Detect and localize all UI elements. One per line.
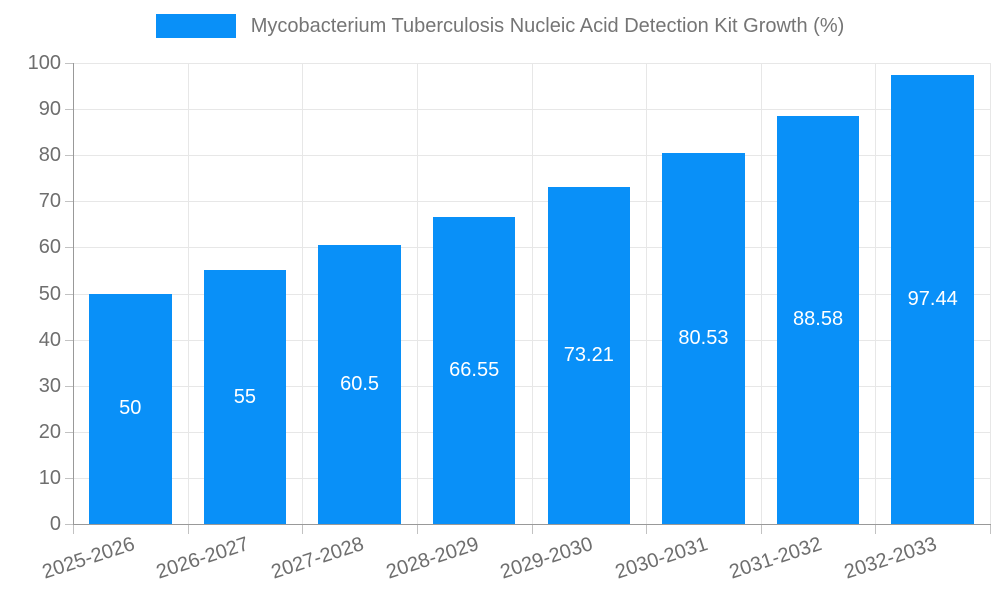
bar: 88.58 (776, 115, 860, 524)
y-axis-tick (65, 385, 73, 387)
bar-value-label: 80.53 (678, 326, 729, 349)
vertical-gridline (875, 63, 877, 524)
vertical-gridline (302, 63, 304, 524)
x-tick-label: 2032-2033 (841, 533, 940, 584)
plot-area: 50 55 60.5 66.55 73.21 80.53 88.58 97.44 (73, 63, 991, 524)
bar: 55 (203, 270, 287, 524)
vertical-gridline (760, 63, 762, 524)
x-axis-tick (760, 525, 762, 534)
bar: 66.55 (432, 217, 516, 524)
y-tick-label: 40 (38, 328, 61, 351)
y-axis-line (73, 63, 74, 533)
vertical-gridline (990, 63, 991, 524)
y-axis-tick (65, 63, 73, 64)
bar-value-label: 55 (233, 385, 257, 408)
y-axis-tick (65, 293, 73, 295)
bar: 50 (89, 293, 172, 524)
x-axis-tick (531, 525, 533, 534)
x-axis-tick (416, 525, 418, 534)
x-tick-label: 2027-2028 (268, 533, 367, 584)
x-axis-tick (646, 525, 648, 534)
y-axis-tick (65, 524, 73, 525)
y-tick-label: 20 (38, 420, 61, 443)
legend-swatch-icon (155, 14, 236, 38)
bar: 80.53 (662, 152, 745, 524)
x-axis-tick (302, 525, 304, 534)
vertical-gridline (531, 63, 533, 524)
x-tick-label: 2029-2030 (497, 533, 596, 584)
y-tick-label: 10 (38, 466, 61, 489)
y-tick-label: 60 (38, 236, 61, 259)
y-axis-tick (65, 477, 73, 479)
y-tick-label: 50 (38, 282, 61, 305)
x-axis-tick (990, 525, 991, 534)
bar-value-label: 97.44 (907, 287, 958, 310)
legend-label: Mycobacterium Tuberculosis Nucleic Acid … (250, 14, 845, 37)
bar-value-label: 60.5 (340, 373, 380, 396)
vertical-gridline (646, 63, 648, 524)
y-tick-label: 70 (38, 190, 61, 213)
x-tick-label: 2030-2031 (612, 533, 711, 584)
bar: 73.21 (547, 186, 631, 524)
x-axis-line (73, 524, 991, 525)
x-tick-label: 2031-2032 (727, 533, 825, 584)
legend[interactable]: Mycobacterium Tuberculosis Nucleic Acid … (0, 14, 1000, 38)
bar-value-label: 88.58 (793, 308, 844, 331)
y-tick-label: 100 (27, 52, 61, 74)
y-tick-label: 90 (38, 98, 61, 121)
bar-value-label: 66.55 (449, 359, 500, 382)
x-tick-label: 2028-2029 (383, 533, 481, 584)
bar-value-label: 73.21 (563, 343, 614, 366)
x-tick-label: 2026-2027 (153, 533, 252, 584)
x-axis-tick (875, 525, 877, 534)
y-axis-tick (65, 339, 73, 341)
x-axis-tick (187, 525, 189, 534)
x-tick-label: 2025-2026 (39, 533, 138, 584)
bar: 60.5 (318, 245, 401, 524)
y-axis-tick (65, 247, 73, 249)
y-tick-label: 30 (38, 374, 61, 397)
y-axis-tick (65, 109, 73, 111)
bar-value-label: 50 (119, 397, 142, 420)
y-axis-tick (65, 431, 73, 433)
vertical-gridline (416, 63, 418, 524)
bar: 97.44 (891, 74, 974, 524)
y-tick-label: 80 (38, 144, 61, 167)
y-axis-tick (65, 155, 73, 157)
y-axis-tick (65, 201, 73, 203)
vertical-gridline (187, 63, 189, 524)
y-tick-label: 0 (49, 513, 61, 535)
x-axis-tick (73, 525, 74, 534)
